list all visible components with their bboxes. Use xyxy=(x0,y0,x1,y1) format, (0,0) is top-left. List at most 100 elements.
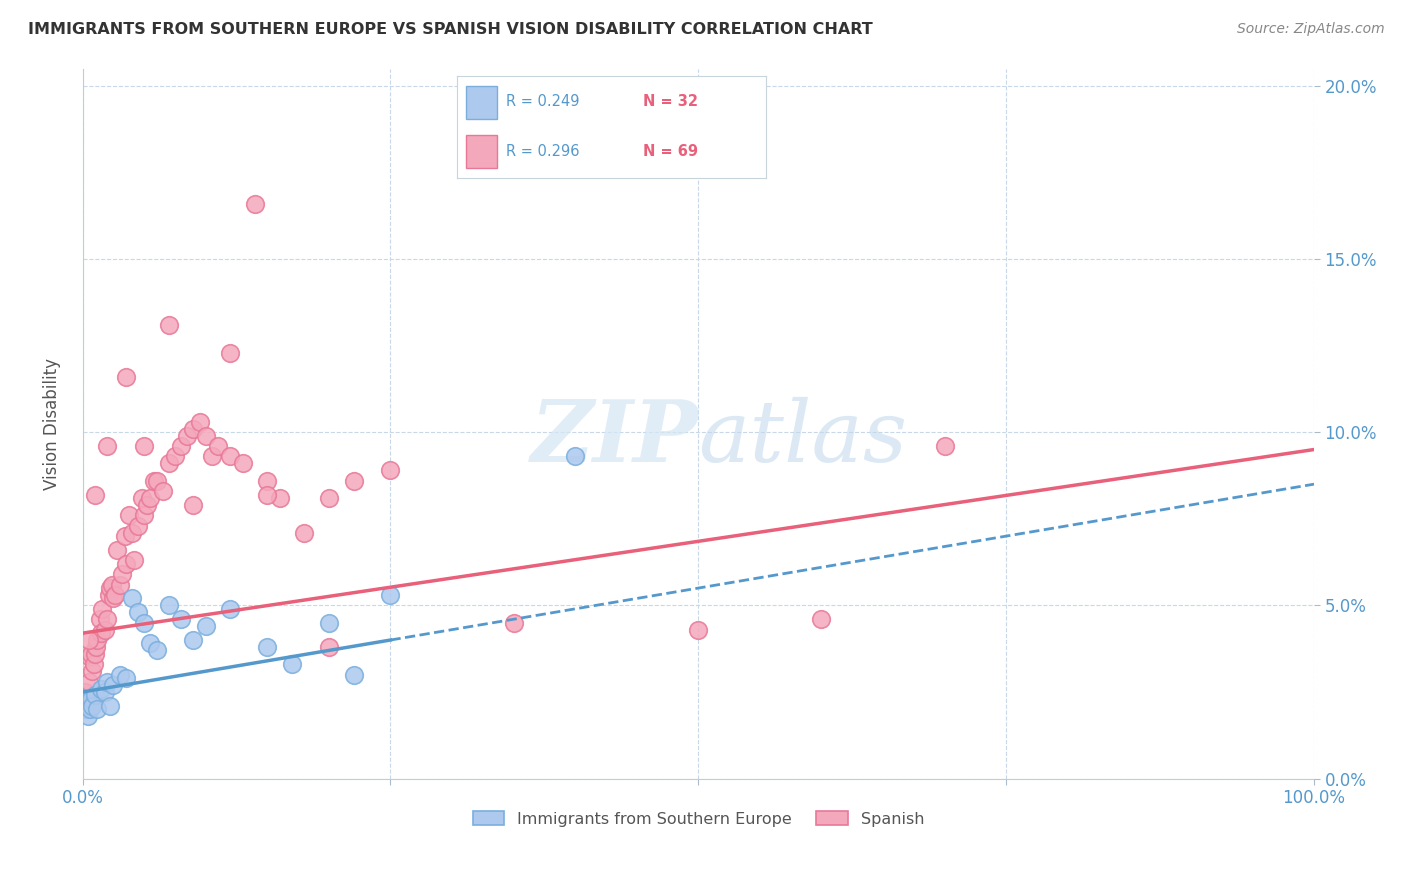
Point xyxy=(134,615,156,630)
Legend: Immigrants from Southern Europe, Spanish: Immigrants from Southern Europe, Spanish xyxy=(464,803,932,835)
Point xyxy=(101,577,124,591)
Point xyxy=(380,463,402,477)
Point xyxy=(342,474,364,488)
Point xyxy=(176,428,198,442)
Point xyxy=(170,612,193,626)
Point xyxy=(111,567,134,582)
Point xyxy=(91,602,114,616)
Point xyxy=(124,553,146,567)
Point xyxy=(157,599,180,613)
Point xyxy=(219,345,242,359)
Point xyxy=(114,529,136,543)
Point xyxy=(75,702,97,716)
Point xyxy=(342,667,364,681)
Point xyxy=(256,474,278,488)
Point xyxy=(380,588,402,602)
Point xyxy=(84,487,107,501)
Point xyxy=(183,498,205,512)
Point xyxy=(84,640,107,654)
Point xyxy=(502,615,524,630)
Point xyxy=(292,525,315,540)
Point xyxy=(318,491,340,505)
Point xyxy=(77,633,100,648)
Text: atlas: atlas xyxy=(699,396,907,479)
Point xyxy=(201,450,224,464)
Point xyxy=(118,508,141,523)
Point xyxy=(75,695,97,709)
Text: R = 0.296: R = 0.296 xyxy=(506,144,579,159)
Point xyxy=(80,647,103,661)
Point xyxy=(256,640,278,654)
Point xyxy=(82,664,104,678)
Point xyxy=(103,678,125,692)
Text: R = 0.249: R = 0.249 xyxy=(506,95,579,110)
Point xyxy=(77,674,100,689)
Point xyxy=(114,557,136,571)
Point xyxy=(79,702,101,716)
Point xyxy=(143,474,166,488)
Point xyxy=(183,633,205,648)
Point xyxy=(96,612,118,626)
Point xyxy=(104,588,127,602)
Text: IMMIGRANTS FROM SOUTHERN EUROPE VS SPANISH VISION DISABILITY CORRELATION CHART: IMMIGRANTS FROM SOUTHERN EUROPE VS SPANI… xyxy=(28,22,873,37)
Point xyxy=(318,615,340,630)
Point xyxy=(79,650,101,665)
Point xyxy=(114,671,136,685)
Y-axis label: Vision Disability: Vision Disability xyxy=(44,358,60,490)
Point xyxy=(86,702,108,716)
Point xyxy=(810,612,832,626)
Point xyxy=(108,667,131,681)
Point xyxy=(83,657,105,672)
Text: N = 69: N = 69 xyxy=(643,144,697,159)
Point xyxy=(194,428,217,442)
Point xyxy=(134,439,156,453)
Point xyxy=(94,685,117,699)
Point xyxy=(84,647,107,661)
Point xyxy=(281,657,304,672)
Point xyxy=(105,543,128,558)
Point xyxy=(86,633,108,648)
Point xyxy=(934,439,956,453)
Point xyxy=(94,623,117,637)
Point xyxy=(84,689,107,703)
Point xyxy=(157,318,180,332)
Point xyxy=(98,698,121,713)
Point xyxy=(82,698,104,713)
Point xyxy=(183,422,205,436)
Point xyxy=(131,491,153,505)
Point xyxy=(127,518,149,533)
Point xyxy=(318,640,340,654)
Point xyxy=(163,450,186,464)
Bar xyxy=(467,136,498,168)
Bar xyxy=(467,87,498,119)
Point xyxy=(75,702,97,716)
Point xyxy=(121,591,143,606)
Text: ZIP: ZIP xyxy=(530,396,699,480)
Point xyxy=(219,602,242,616)
Point xyxy=(145,474,167,488)
Point xyxy=(98,581,121,595)
Point xyxy=(139,491,162,505)
Point xyxy=(145,643,167,657)
Text: N = 32: N = 32 xyxy=(643,95,697,110)
Point xyxy=(89,612,111,626)
Point xyxy=(103,591,125,606)
Point xyxy=(688,623,710,637)
Point xyxy=(96,674,118,689)
Point xyxy=(75,685,97,699)
Point xyxy=(108,577,131,591)
Point xyxy=(194,619,217,633)
Point xyxy=(152,484,174,499)
Point xyxy=(139,636,162,650)
Point xyxy=(243,196,266,211)
Point xyxy=(564,450,586,464)
Point xyxy=(135,498,157,512)
Point xyxy=(127,605,149,619)
Point xyxy=(114,369,136,384)
Point xyxy=(207,439,229,453)
Point xyxy=(134,508,156,523)
Point xyxy=(269,491,291,505)
Point xyxy=(76,692,98,706)
Point xyxy=(232,456,254,470)
Point xyxy=(90,681,112,696)
